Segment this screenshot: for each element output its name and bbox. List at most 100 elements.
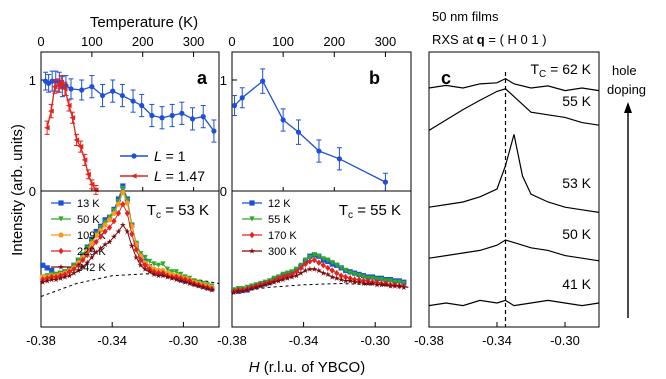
h-data-point <box>360 280 367 287</box>
h-data-point <box>315 267 322 274</box>
h-data-point <box>316 259 322 266</box>
h-data-point <box>70 269 77 276</box>
top-axis-title: Temperature (K) <box>90 14 198 31</box>
h-data-point <box>111 210 117 216</box>
tc-annotation: Tc = 55 K <box>339 202 401 221</box>
h-data-point <box>186 280 193 287</box>
h-data-point <box>84 251 90 259</box>
h-data-point <box>235 288 242 294</box>
h-data-point <box>71 266 77 273</box>
legend-marker <box>130 173 137 179</box>
h-data-point <box>396 279 402 285</box>
h-tick-label: -0.30 <box>169 333 199 348</box>
h-data-point <box>115 210 122 217</box>
data-point <box>295 129 302 135</box>
h-data-point <box>48 276 55 283</box>
h-data-point <box>360 274 367 280</box>
h-data-point <box>280 276 287 283</box>
data-point <box>85 171 91 177</box>
c-trace-1 <box>428 88 600 131</box>
legend-label: L = 1 <box>154 148 186 164</box>
h-legend-label: 55 K <box>268 214 291 226</box>
h-data-point <box>53 276 60 283</box>
h-data-point <box>115 228 122 235</box>
h-data-point <box>352 271 358 277</box>
data-point <box>179 110 185 116</box>
h-data-point <box>248 285 255 292</box>
h-data-point <box>284 275 291 281</box>
h-data-point <box>151 271 158 277</box>
h-data-point <box>320 256 326 262</box>
h-data-point <box>138 256 144 264</box>
h-data-point <box>151 261 157 267</box>
h-data-point <box>40 262 46 268</box>
h-data-point <box>173 276 180 283</box>
h-data-point <box>44 277 51 284</box>
h-data-point <box>106 217 113 223</box>
h-data-point <box>351 279 358 285</box>
h-legend-label: 170 K <box>268 230 297 242</box>
data-point <box>99 92 106 99</box>
x-axis-title-rest: (r.l.u. of YBCO) <box>260 359 366 376</box>
h-data-point <box>102 222 108 228</box>
h-data-point <box>257 282 264 289</box>
h-data-point <box>88 254 95 261</box>
h-data-point <box>133 254 140 261</box>
temperature-tick-label: 0 <box>228 34 235 49</box>
plot-layer: 0 100 200 300 0 1 0 100 200 300 0 1 L = 1 L = 1.47 -0.… <box>26 34 632 348</box>
intensity-tick-label: 1 <box>29 73 36 88</box>
h-data-point <box>39 279 46 285</box>
h-legend-label: 12 K <box>268 198 291 210</box>
temperature-tick-label: 0 <box>37 34 44 49</box>
h-data-point <box>334 269 340 277</box>
h-data-point <box>128 242 135 249</box>
background-dashed-line <box>231 282 412 294</box>
h-data-point <box>316 253 322 259</box>
h-data-point <box>75 267 82 274</box>
h-data-point <box>93 249 100 255</box>
h-data-point <box>79 263 86 270</box>
h-data-point <box>75 257 81 263</box>
intensity-tick-label: 0 <box>29 184 36 199</box>
h-data-point <box>133 246 139 253</box>
h-data-point <box>66 272 73 279</box>
hole-doping-label-line1: hole <box>612 63 637 78</box>
panel-c-header-q: q <box>477 32 485 47</box>
x-axis-title-h: H <box>249 359 260 376</box>
h-data-point <box>155 262 162 268</box>
h-data-point <box>124 228 131 235</box>
h-data-point <box>230 289 237 296</box>
temperature-tick-label: 200 <box>323 34 345 49</box>
h-data-point <box>266 280 273 287</box>
h-data-point <box>124 200 130 206</box>
h-data-point <box>334 262 340 268</box>
h-data-point <box>382 281 389 288</box>
data-point <box>68 86 74 92</box>
data-point <box>159 115 165 121</box>
h-data-point <box>387 282 394 289</box>
h-legend-marker <box>249 216 255 222</box>
h-legend-marker <box>58 263 64 270</box>
h-data-point <box>369 275 376 281</box>
h-data-point <box>84 245 90 251</box>
h-data-point <box>387 278 394 284</box>
h-data-point <box>142 266 149 272</box>
series-line-b-top-0 <box>234 80 386 183</box>
data-point <box>280 117 286 123</box>
h-tick-label: -0.38 <box>217 333 247 348</box>
h-data-point <box>177 277 184 284</box>
h-data-point <box>311 256 317 264</box>
h-data-point <box>311 266 318 272</box>
data-point <box>260 78 266 84</box>
h-data-point <box>253 284 260 290</box>
h-data-point <box>106 224 113 231</box>
h-data-point <box>102 217 108 223</box>
data-point <box>200 114 206 120</box>
h-data-point <box>307 258 313 265</box>
h-data-point <box>106 238 113 245</box>
h-data-point <box>120 189 126 196</box>
h-data-point <box>306 266 313 272</box>
h-data-point <box>378 277 385 283</box>
